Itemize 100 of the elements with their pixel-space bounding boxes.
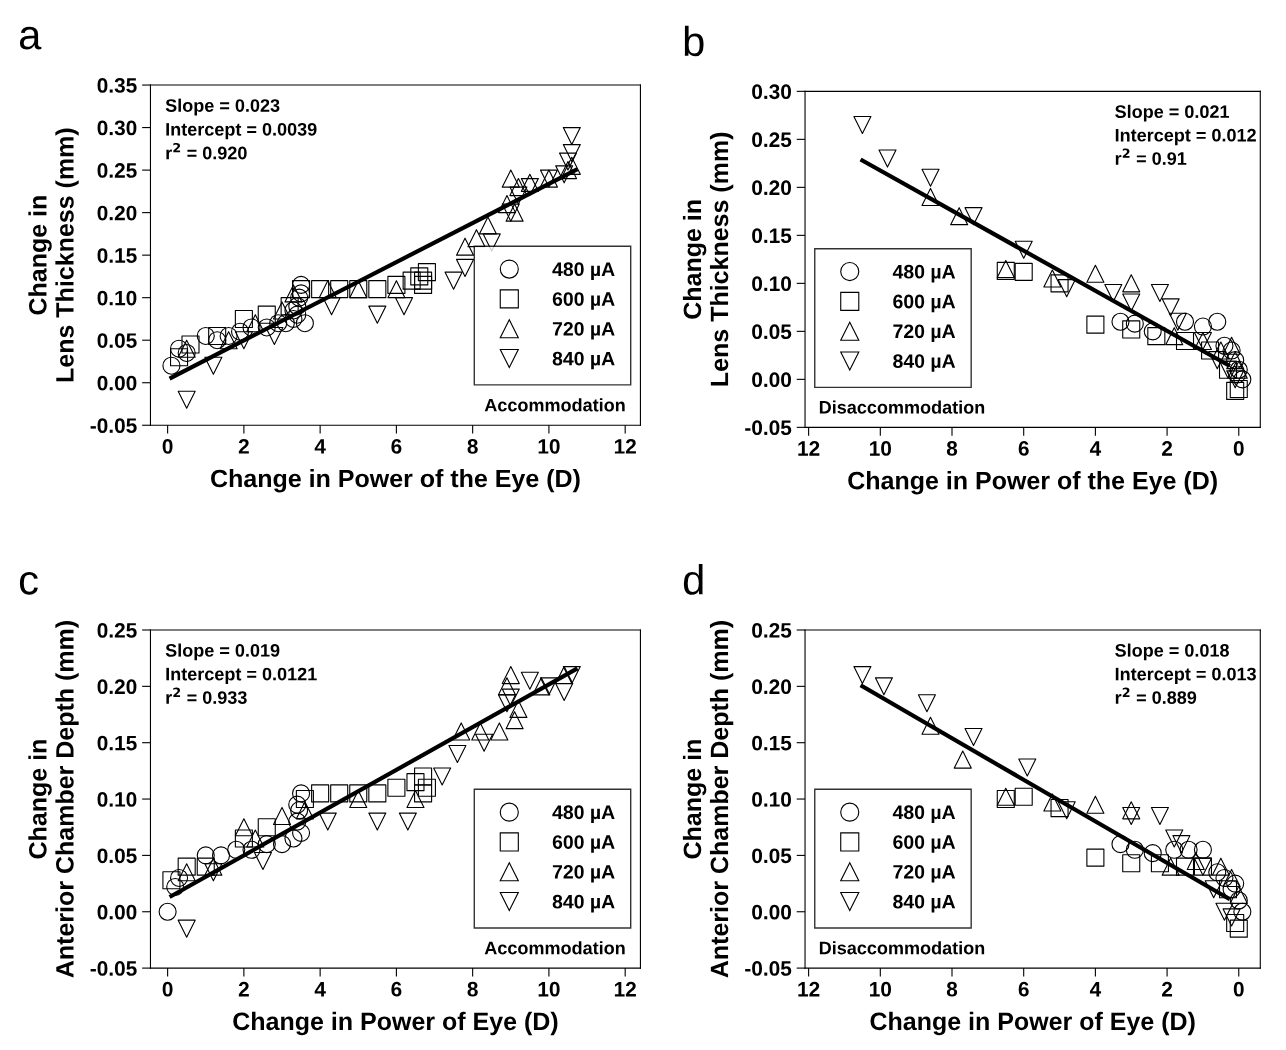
annotation: Accommodation — [484, 398, 625, 412]
annotation: Intercept = 0.012 — [1115, 128, 1256, 146]
y-tick-label: -0.05 — [745, 961, 792, 976]
annotation: Slope = 0.018 — [1115, 643, 1229, 661]
y-tick-label: 0.35 — [97, 78, 137, 93]
x-tick-label: 2 — [238, 981, 249, 997]
x-tick-label: 6 — [1018, 981, 1029, 997]
y-tick-label: 0.20 — [752, 679, 791, 695]
x-tick-label: 8 — [946, 981, 958, 997]
x-axis-title: Change in Power of Eye (D) — [233, 1011, 558, 1036]
y-tick-label: 0.25 — [752, 623, 792, 638]
legend-label: 720 µA — [893, 864, 956, 883]
chart-title: b — [684, 25, 704, 57]
chart-title: c — [19, 571, 38, 595]
x-tick-label: 10 — [870, 981, 892, 997]
legend-label: 600 µA — [893, 294, 956, 313]
legend-label: 720 µA — [552, 321, 615, 340]
legend-label: 720 µA — [893, 324, 956, 343]
y-axis-title: Change in Anterior Chamber Depth (mm) — [28, 621, 79, 978]
y-axis-title: Change in Lens Thickness (mm) — [682, 132, 734, 386]
y-tick-label: -0.05 — [90, 418, 137, 433]
x-tick-label: 6 — [391, 981, 402, 997]
x-tick-label: 10 — [870, 441, 892, 456]
y-tick-label: 0.30 — [752, 84, 791, 100]
y-tick-label: 0.00 — [752, 372, 791, 388]
y-tick-label: -0.05 — [90, 961, 137, 976]
x-tick-label: 8 — [467, 438, 478, 454]
legend-label: 840 µA — [552, 894, 615, 913]
x-tick-label: 4 — [314, 982, 326, 997]
annotation: Slope = 0.021 — [1115, 104, 1230, 122]
y-tick-label: 0.00 — [752, 904, 791, 920]
annotation: r$^{2}$ = 0.933 — [166, 687, 247, 705]
annotation: Slope = 0.023 — [165, 98, 280, 116]
annotation: r$^{2}$ = 0.889 — [1115, 687, 1197, 704]
x-tick-label: 4 — [314, 439, 326, 454]
legend-label: 480 µA — [552, 262, 615, 280]
x-tick-label: 12 — [614, 981, 636, 997]
annotation: Disaccommodation — [819, 941, 985, 955]
x-tick-label: 4 — [1089, 441, 1102, 456]
legend-label: 480 µA — [892, 264, 956, 283]
y-tick-label: 0.00 — [97, 375, 137, 391]
x-tick-label: 0 — [162, 438, 173, 454]
y-tick-label: 0.10 — [97, 792, 137, 807]
legend-label: 840 µA — [552, 351, 615, 370]
y-tick-label: 0.05 — [752, 848, 792, 864]
y-tick-label: 0.20 — [97, 205, 137, 221]
y-axis-title: Change in Anterior Chamber Depth (mm) — [682, 621, 734, 978]
y-tick-label: 0.05 — [97, 848, 137, 864]
x-tick-label: 12 — [614, 438, 636, 454]
x-tick-label: 6 — [391, 438, 402, 454]
x-tick-label: 0 — [162, 981, 173, 997]
x-tick-label: 2 — [238, 438, 249, 454]
x-tick-label: 0 — [1233, 981, 1244, 997]
y-tick-label: 0.15 — [97, 735, 137, 751]
x-tick-label: 8 — [467, 981, 478, 997]
legend-label: 840 µA — [893, 894, 956, 913]
annotation: Intercept = 0.0039 — [166, 122, 317, 140]
y-tick-label: 0.15 — [752, 228, 792, 244]
y-tick-label: 0.25 — [752, 132, 792, 148]
y-axis-title: Change in Lens Thickness (mm) — [28, 128, 79, 382]
legend-label: 600 µA — [552, 292, 615, 310]
y-tick-label: 0.05 — [752, 324, 792, 340]
y-tick-label: 0.15 — [752, 735, 792, 751]
y-tick-label: 0.15 — [97, 248, 137, 263]
chart-title: d — [683, 564, 703, 595]
legend-label: 720 µA — [552, 864, 615, 883]
y-tick-label: 0.25 — [97, 163, 137, 178]
y-tick-label: 0.10 — [97, 290, 137, 306]
y-tick-label: 0.20 — [97, 679, 137, 695]
y-tick-label: 0.00 — [97, 904, 137, 920]
annotation: Intercept = 0.013 — [1115, 667, 1256, 685]
y-tick-label: 0.25 — [97, 623, 137, 638]
x-tick-label: 12 — [798, 441, 820, 456]
x-tick-label: 8 — [946, 441, 958, 456]
x-tick-label: 12 — [798, 981, 820, 997]
y-tick-label: 0.30 — [97, 120, 137, 136]
y-tick-label: 0.10 — [752, 792, 791, 807]
x-tick-label: 2 — [1162, 981, 1173, 997]
y-tick-label: 0.20 — [752, 180, 791, 196]
annotation: Disaccommodation — [819, 400, 985, 414]
legend-label: 600 µA — [893, 835, 956, 853]
annotation: Intercept = 0.0121 — [166, 667, 317, 685]
x-tick-label: 6 — [1018, 441, 1029, 456]
x-tick-label: 2 — [1162, 441, 1173, 456]
y-tick-label: 0.10 — [752, 276, 791, 292]
x-tick-label: 10 — [538, 981, 560, 997]
annotation: r$^{2}$ = 0.920 — [166, 142, 247, 160]
legend-label: 600 µA — [552, 835, 615, 853]
x-axis-title: Change in Power of the Eye (D) — [848, 471, 1217, 495]
legend-label: 840 µA — [893, 354, 956, 372]
annotation: r$^{2}$ = 0.91 — [1115, 148, 1187, 165]
annotation: Accommodation — [484, 941, 625, 955]
x-axis-title: Change in Power of Eye (D) — [870, 1011, 1195, 1036]
x-axis-title: Change in Power of the Eye (D) — [211, 468, 580, 493]
chart-title: a — [19, 26, 42, 50]
legend-label: 480 µA — [892, 805, 956, 823]
x-tick-label: 0 — [1233, 441, 1244, 456]
annotation: Slope = 0.019 — [165, 643, 280, 661]
x-tick-label: 4 — [1089, 982, 1102, 997]
y-tick-label: 0.05 — [97, 333, 137, 348]
